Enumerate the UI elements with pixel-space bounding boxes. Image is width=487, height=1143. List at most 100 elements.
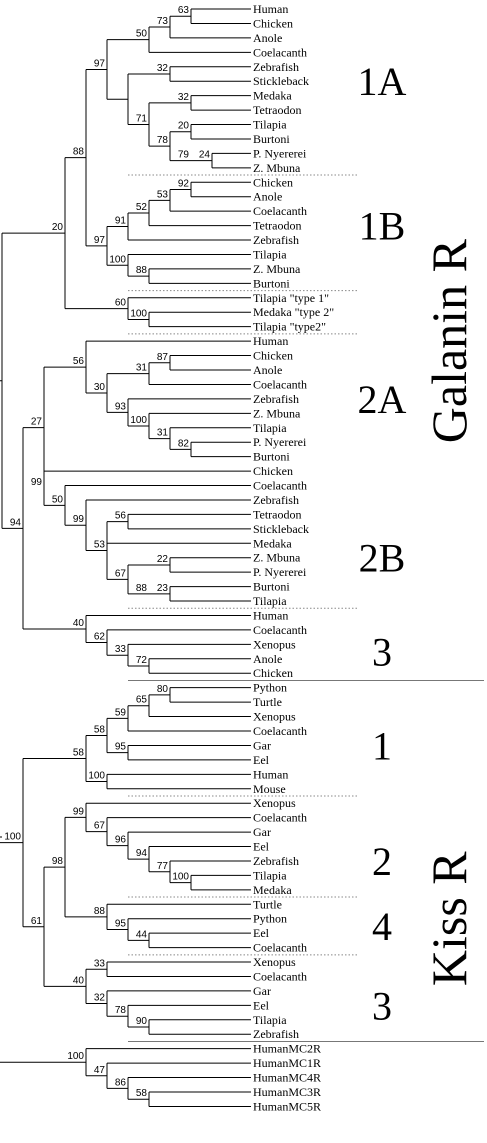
bootstrap-value: 33: [115, 644, 127, 655]
bootstrap-value: 58: [73, 748, 85, 759]
taxon-label: Tilapia: [253, 868, 287, 882]
subfamily-label: 2: [372, 839, 392, 884]
taxon-label: HumanMC2R: [253, 1042, 321, 1056]
bootstrap-value: 56: [115, 511, 127, 522]
tree-branches: [0, 8, 251, 1107]
taxon-label: Coelacanth: [253, 479, 307, 493]
taxon-label: Chicken: [253, 666, 293, 680]
taxon-label: Tilapia "type2": [253, 320, 326, 334]
bootstrap-value: 97: [94, 235, 106, 246]
bootstrap-value: 67: [94, 821, 106, 832]
taxon-label: Zebrafish: [253, 854, 299, 868]
taxon-label: Chicken: [253, 16, 293, 30]
taxon-label: Python: [253, 912, 287, 926]
taxon-label: Zebrafish: [253, 233, 299, 247]
subfamily-label: 2A: [358, 377, 407, 422]
taxon-label: Chicken: [253, 464, 293, 478]
taxon-label: Coelacanth: [253, 941, 307, 955]
bootstrap-value: 47: [94, 1065, 106, 1076]
bootstrap-value: 63: [178, 5, 190, 16]
bootstrap-value: 40: [73, 618, 85, 629]
bootstrap-value: 20: [178, 121, 190, 132]
bootstrap-value: 80: [157, 684, 169, 695]
bootstrap-value: 61: [31, 916, 43, 927]
taxon-label: Anole: [253, 31, 282, 45]
bootstrap-value: 95: [115, 742, 127, 753]
bootstrap-values: 6373503232247920787197925352918810097881…: [0, 5, 210, 1099]
bootstrap-value: 27: [31, 417, 43, 428]
subfamily-label: 1A: [358, 59, 407, 104]
taxon-label: Medaka: [253, 883, 292, 897]
bootstrap-value: 59: [115, 707, 127, 718]
bootstrap-value: 100: [172, 872, 189, 883]
taxon-label: Z. Mbuna: [253, 551, 301, 565]
taxon-label: P. Nyererei: [253, 565, 307, 579]
taxon-label: Anole: [253, 652, 282, 666]
taxon-label: Burtoni: [253, 132, 290, 146]
taxon-label: Gar: [253, 825, 271, 839]
taxon-label: Turtle: [253, 897, 282, 911]
taxon-label: Tilapia: [253, 247, 287, 261]
bootstrap-value: 100: [4, 832, 21, 843]
taxon-label: Mouse: [253, 782, 286, 796]
bootstrap-value: 31: [157, 428, 169, 439]
taxon-label: Burtoni: [253, 450, 290, 464]
taxon-label: Medaka "type 2": [253, 305, 334, 319]
bootstrap-value: 33: [94, 958, 106, 969]
taxon-label: Tetraodon: [253, 103, 301, 117]
bootstrap-value: 79: [178, 150, 190, 161]
subfamily-labels: 1A 1B 2A 2B 3 1 2 4 3: [358, 59, 407, 1028]
bootstrap-value: 44: [136, 929, 148, 940]
taxon-label: Z. Mbuna: [253, 262, 301, 276]
taxon-label: Xenopus: [253, 637, 296, 651]
taxon-label: Eel: [253, 998, 270, 1012]
bootstrap-value: 99: [31, 477, 43, 488]
bootstrap-value: 87: [157, 352, 169, 363]
taxon-label: Xenopus: [253, 955, 296, 969]
bootstrap-value: 92: [178, 179, 190, 190]
taxon-label: Zebrafish: [253, 60, 299, 74]
bootstrap-value: 88: [136, 265, 148, 276]
taxon-label: HumanMC3R: [253, 1085, 321, 1099]
bootstrap-value: 22: [157, 554, 169, 565]
taxon-label: Coelacanth: [253, 204, 307, 218]
taxon-label: Medaka: [253, 89, 292, 103]
taxon-label: Eel: [253, 753, 270, 767]
bootstrap-value: 53: [94, 540, 106, 551]
group-separators: [128, 174, 484, 1042]
taxon-label: Z. Mbuna: [253, 406, 301, 420]
subfamily-label: 1B: [359, 204, 406, 249]
taxon-label: Coelacanth: [253, 45, 307, 59]
taxon-label: HumanMC4R: [253, 1071, 321, 1085]
bootstrap-value: 99: [73, 806, 85, 817]
taxon-label: Eel: [253, 926, 270, 940]
taxon-label: Gar: [253, 738, 271, 752]
bootstrap-value: 50: [52, 494, 64, 505]
taxon-label: Human: [253, 767, 288, 781]
taxon-label: Medaka: [253, 536, 292, 550]
bootstrap-value: 71: [136, 114, 148, 125]
subfamily-label: 2B: [359, 536, 406, 581]
bootstrap-value: 53: [157, 189, 169, 200]
bootstrap-value: 97: [94, 58, 106, 69]
taxon-label: Coelacanth: [253, 623, 307, 637]
taxon-label: Human: [253, 608, 288, 622]
bootstrap-value: 32: [157, 63, 169, 74]
taxon-label: Python: [253, 681, 287, 695]
taxon-label: Tetraodon: [253, 507, 301, 521]
bootstrap-value: 40: [73, 975, 85, 986]
taxon-label: Z. Mbuna: [253, 161, 301, 175]
taxon-label: Xenopus: [253, 710, 296, 724]
bootstrap-value: 90: [136, 1016, 148, 1027]
bootstrap-value: 58: [94, 725, 106, 736]
bootstrap-value: 94: [136, 848, 148, 859]
bootstrap-value: 20: [52, 222, 64, 233]
taxon-label: Gar: [253, 984, 271, 998]
taxon-label: Zebrafish: [253, 1027, 299, 1041]
bootstrap-value: 58: [136, 1088, 148, 1099]
bootstrap-value: 88: [136, 583, 148, 594]
bootstrap-value: 93: [115, 401, 127, 412]
taxon-label: Tilapia: [253, 118, 287, 132]
taxon-label: HumanMC1R: [253, 1056, 321, 1070]
